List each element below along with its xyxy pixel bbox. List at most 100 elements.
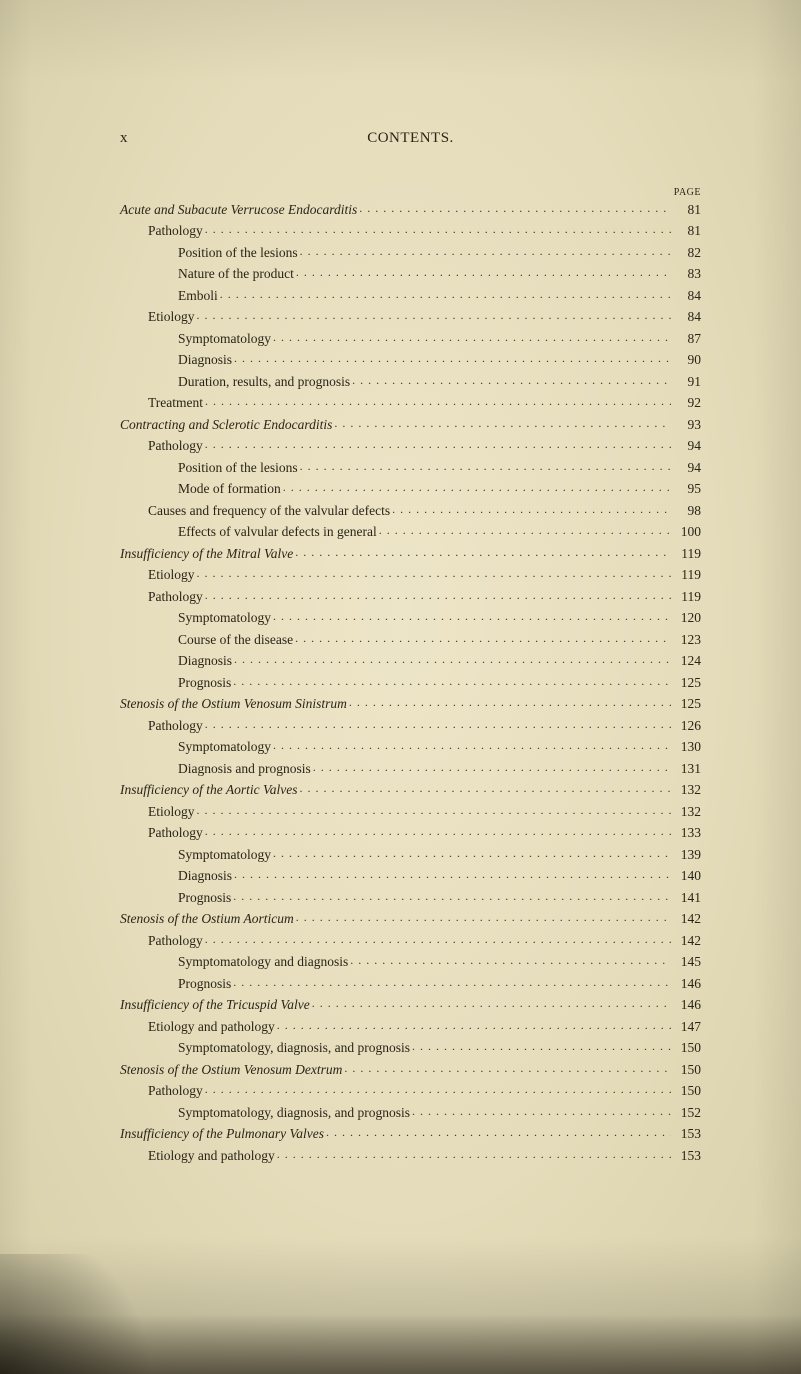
dot-leaders xyxy=(220,286,671,300)
dot-leaders xyxy=(392,501,671,515)
toc-entry-page: 100 xyxy=(673,525,701,539)
corner-shadow xyxy=(0,1254,180,1374)
toc-entry-page: 141 xyxy=(673,891,701,905)
toc-row: Etiology and pathology153 xyxy=(120,1146,701,1162)
dot-leaders xyxy=(299,781,671,795)
toc-row: Causes and frequency of the valvular def… xyxy=(120,501,701,517)
toc-entry-label: Stenosis of the Ostium Aorticum xyxy=(120,912,294,926)
toc-row: Contracting and Sclerotic Endocarditis93 xyxy=(120,415,701,431)
toc-row: Mode of formation95 xyxy=(120,480,701,496)
toc-entry-label: Diagnosis xyxy=(178,654,232,668)
toc-row: Pathology 150 xyxy=(120,1082,701,1098)
dot-leaders xyxy=(350,953,671,967)
toc-entry-page: 81 xyxy=(673,224,701,238)
dot-leaders xyxy=(349,695,671,709)
dot-leaders xyxy=(205,716,671,730)
toc-entry-page: 150 xyxy=(673,1084,701,1098)
toc-entry-page: 95 xyxy=(673,482,701,496)
toc-entry-label: Pathology xyxy=(148,1084,203,1098)
toc-entry-page: 119 xyxy=(673,590,701,604)
toc-row: Nature of the product83 xyxy=(120,265,701,281)
toc-row: Symptomatology, diagnosis, and prognosis… xyxy=(120,1039,701,1055)
toc-row: Stenosis of the Ostium Venosum Dextrum15… xyxy=(120,1060,701,1076)
dot-leaders xyxy=(205,931,671,945)
toc-row: Insufficiency of the Pulmonary Valves153 xyxy=(120,1125,701,1141)
dot-leaders xyxy=(273,738,671,752)
dot-leaders xyxy=(283,480,671,494)
toc-entry-label: Acute and Subacute Verrucose Endocarditi… xyxy=(120,203,357,217)
dot-leaders xyxy=(273,329,671,343)
toc-entry-page: 150 xyxy=(673,1041,701,1055)
dot-leaders xyxy=(205,394,671,408)
toc-entry-label: Insufficiency of the Aortic Valves xyxy=(120,783,297,797)
toc-entry-label: Symptomatology xyxy=(178,611,271,625)
toc-entry-page: 83 xyxy=(673,267,701,281)
toc-entry-page: 90 xyxy=(673,353,701,367)
toc-entry-page: 84 xyxy=(673,289,701,303)
dot-leaders xyxy=(205,1082,671,1096)
toc-entry-label: Symptomatology and diagnosis xyxy=(178,955,348,969)
toc-entry-page: 119 xyxy=(673,547,701,561)
dot-leaders xyxy=(273,609,671,623)
toc-entry-label: Pathology xyxy=(148,224,203,238)
dot-leaders xyxy=(197,566,672,580)
toc-row: Symptomatology139 xyxy=(120,845,701,861)
toc-row: Etiology84 xyxy=(120,308,701,324)
page-column-label: PAGE xyxy=(120,187,701,198)
toc-row: Pathology 81 xyxy=(120,222,701,238)
toc-row: Diagnosis90 xyxy=(120,351,701,367)
toc-entry-page: 145 xyxy=(673,955,701,969)
toc-row: Symptomatology 87 xyxy=(120,329,701,345)
dot-leaders xyxy=(233,673,671,687)
toc-entry-label: Treatment xyxy=(148,396,203,410)
toc-entry-page: 125 xyxy=(673,676,701,690)
dot-leaders xyxy=(359,200,671,214)
toc-entry-page: 139 xyxy=(673,848,701,862)
toc-entry-page: 150 xyxy=(673,1063,701,1077)
dot-leaders xyxy=(379,523,671,537)
dot-leaders xyxy=(205,587,671,601)
toc-entry-page: 82 xyxy=(673,246,701,260)
toc-entry-label: Diagnosis and prognosis xyxy=(178,762,311,776)
toc-entry-label: Insufficiency of the Pulmonary Valves xyxy=(120,1127,324,1141)
toc-entry-page: 93 xyxy=(673,418,701,432)
toc-row: Acute and Subacute Verrucose Endocarditi… xyxy=(120,200,701,216)
toc-row: Pathology142 xyxy=(120,931,701,947)
toc-entry-page: 146 xyxy=(673,998,701,1012)
toc-entry-page: 130 xyxy=(673,740,701,754)
toc-row: Diagnosis124 xyxy=(120,652,701,668)
dot-leaders xyxy=(296,910,671,924)
toc-row: Effects of valvular defects in general10… xyxy=(120,523,701,539)
toc-row: Insufficiency of the Mitral Valve 119 xyxy=(120,544,701,560)
toc-row: Symptomatology 130 xyxy=(120,738,701,754)
toc-entry-label: Pathology xyxy=(148,719,203,733)
toc-entry-label: Position of the lesions xyxy=(178,246,298,260)
toc-entry-page: 152 xyxy=(673,1106,701,1120)
toc-entry-label: Pathology xyxy=(148,826,203,840)
toc-entry-page: 87 xyxy=(673,332,701,346)
toc-entry-label: Symptomatology xyxy=(178,740,271,754)
dot-leaders xyxy=(197,308,672,322)
toc-entry-label: Prognosis xyxy=(178,977,231,991)
dot-leaders xyxy=(277,1146,671,1160)
toc-entry-page: 92 xyxy=(673,396,701,410)
toc-entry-page: 98 xyxy=(673,504,701,518)
toc-entry-page: 94 xyxy=(673,439,701,453)
toc-entry-page: 132 xyxy=(673,805,701,819)
toc-entry-page: 142 xyxy=(673,912,701,926)
toc-row: Diagnosis140 xyxy=(120,867,701,883)
toc-row: Insufficiency of the Tricuspid Valve146 xyxy=(120,996,701,1012)
toc-entry-page: 126 xyxy=(673,719,701,733)
dot-leaders xyxy=(234,351,671,365)
toc-entry-label: Causes and frequency of the valvular def… xyxy=(148,504,390,518)
toc-entry-label: Insufficiency of the Mitral Valve xyxy=(120,547,293,561)
table-of-contents: Acute and Subacute Verrucose Endocarditi… xyxy=(120,200,701,1162)
dot-leaders xyxy=(300,458,671,472)
toc-entry-label: Symptomatology, diagnosis, and prognosis xyxy=(178,1041,410,1055)
toc-row: Position of the lesions94 xyxy=(120,458,701,474)
toc-entry-page: 84 xyxy=(673,310,701,324)
toc-entry-label: Symptomatology xyxy=(178,332,271,346)
toc-entry-page: 125 xyxy=(673,697,701,711)
bottom-shadow xyxy=(0,1314,801,1374)
toc-row: Treatment 92 xyxy=(120,394,701,410)
